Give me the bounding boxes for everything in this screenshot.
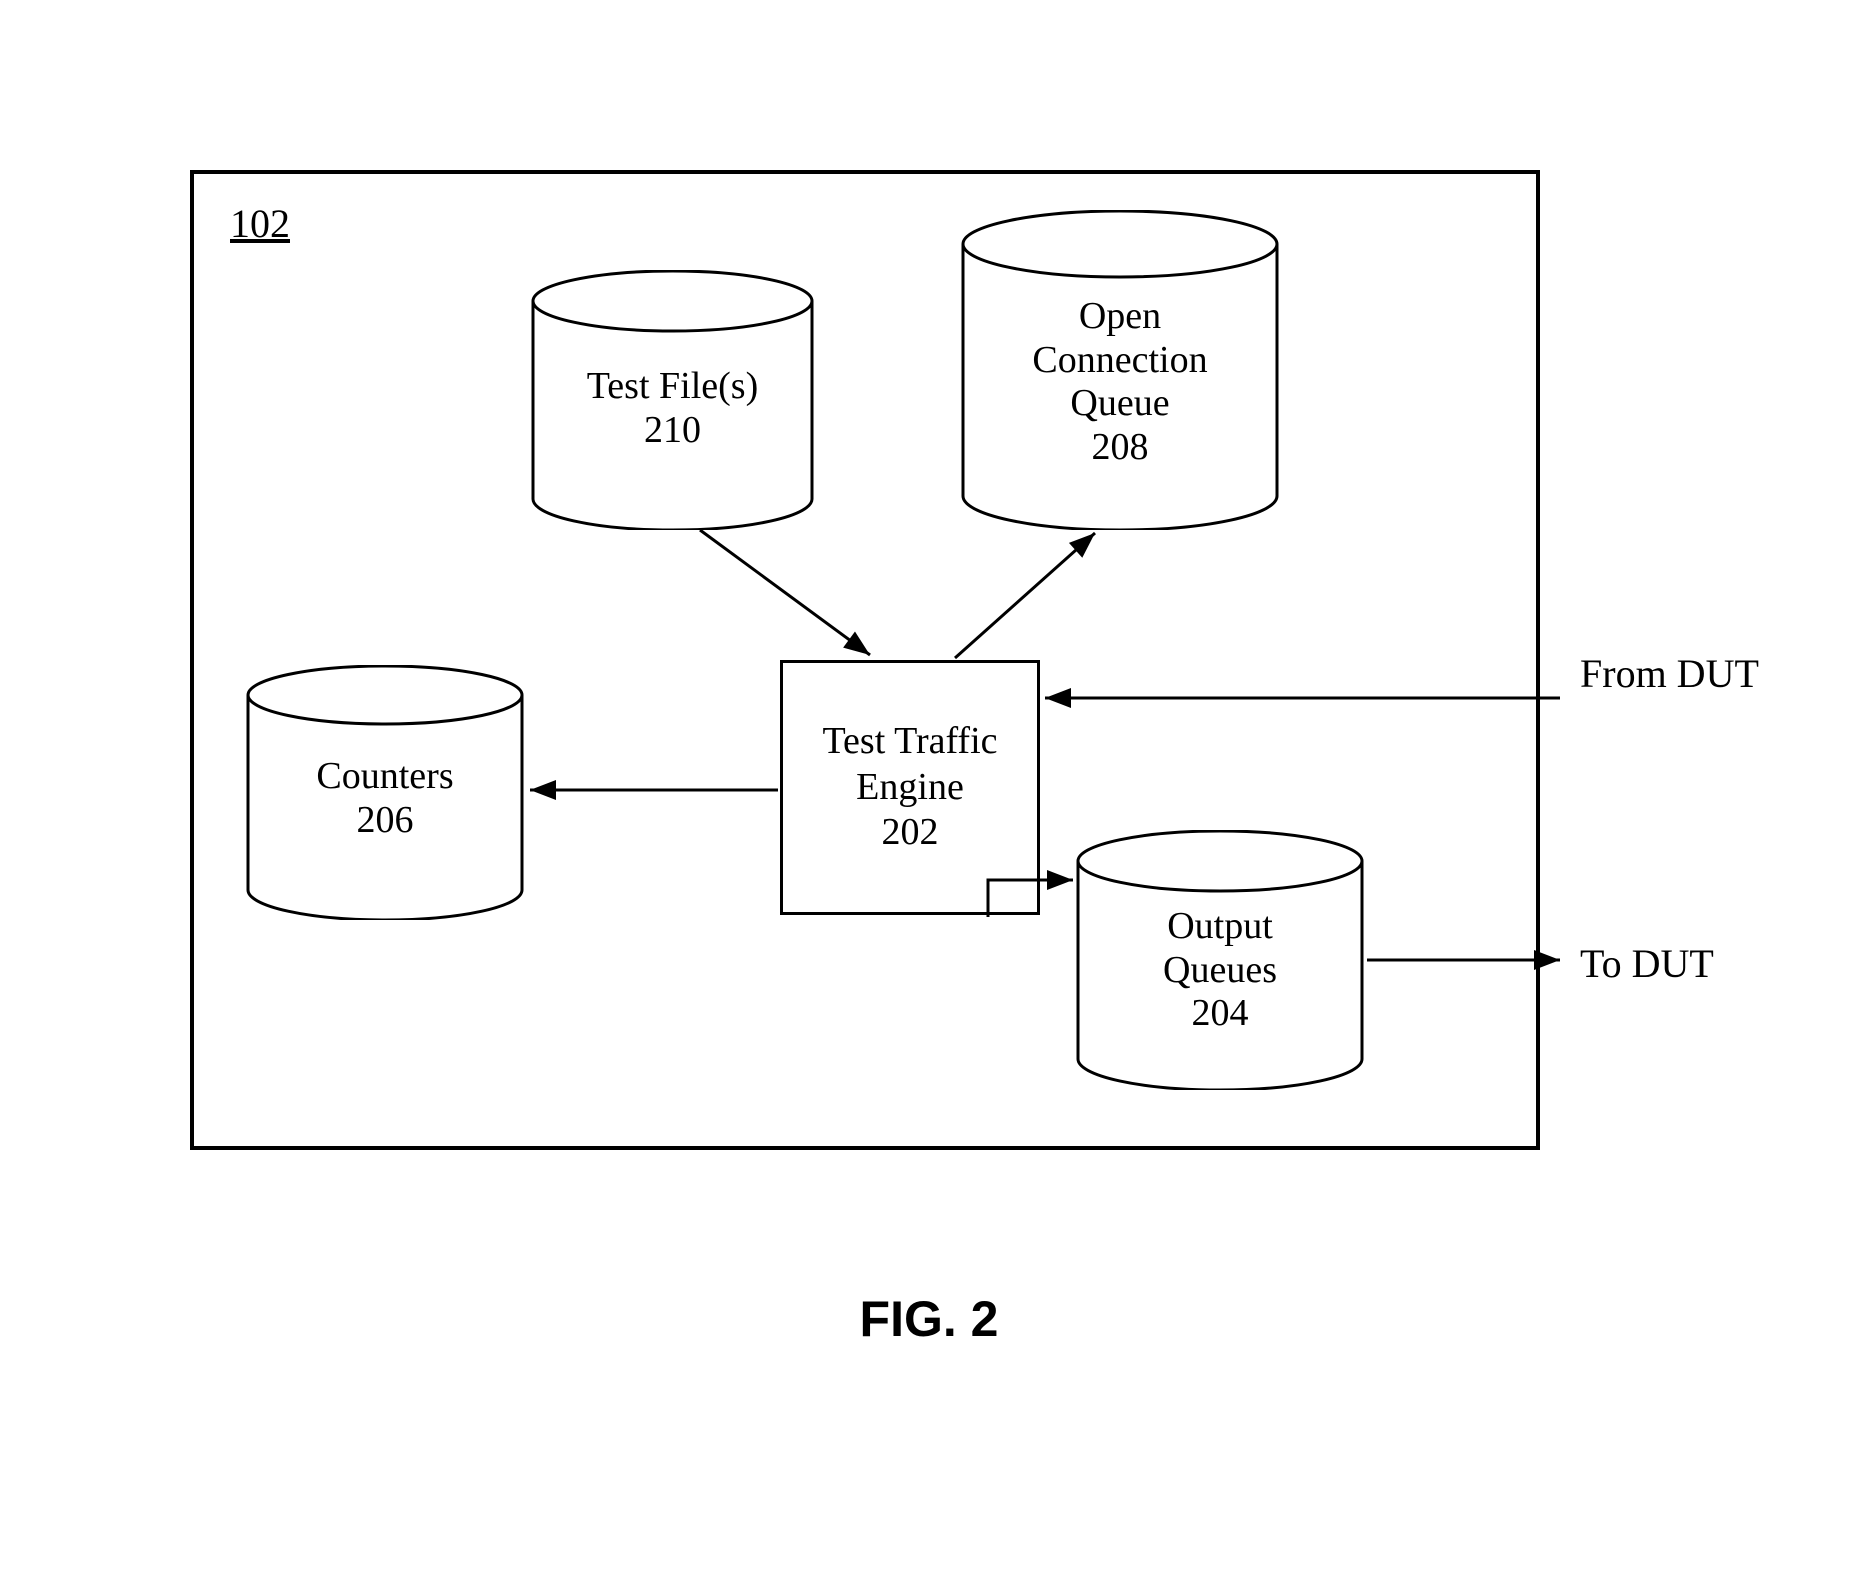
- node-test-traffic-engine: Test TrafficEngine202: [780, 660, 1040, 915]
- node-test-files: Test File(s)210: [530, 270, 815, 530]
- node-counters: Counters206: [245, 665, 525, 920]
- outer-box-label: 102: [230, 200, 290, 247]
- node-label: Test File(s)210: [530, 365, 815, 452]
- label-from-dut: From DUT: [1580, 650, 1759, 697]
- node-output-queues: OutputQueues204: [1075, 830, 1365, 1090]
- node-open-connection-queue: OpenConnectionQueue208: [960, 210, 1280, 530]
- node-label: OutputQueues204: [1075, 905, 1365, 1036]
- diagram-root: 102 Test TrafficEngine202 Test File(s)21…: [0, 0, 1858, 1595]
- node-label: OpenConnectionQueue208: [960, 295, 1280, 470]
- node-label: Counters206: [245, 755, 525, 842]
- label-to-dut: To DUT: [1580, 940, 1714, 987]
- figure-caption: FIG. 2: [0, 1290, 1858, 1348]
